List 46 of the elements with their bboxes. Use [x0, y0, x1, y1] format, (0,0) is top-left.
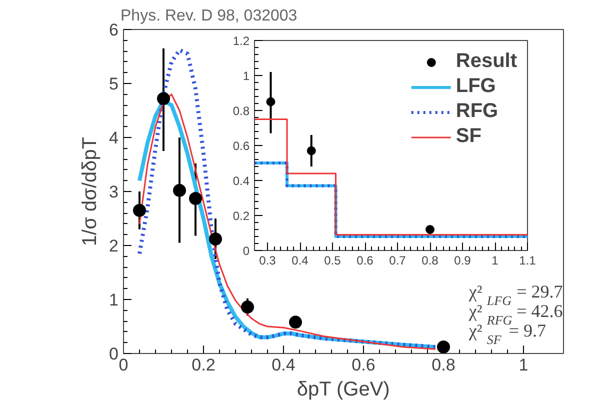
x-tick-label: 1: [492, 254, 499, 268]
point: [173, 184, 186, 197]
y-tick-label: 0.8: [232, 104, 250, 118]
y-axis-title: 1/σ dσ/dδpT: [79, 136, 102, 246]
y-tick-label: 0.4: [232, 174, 250, 188]
point: [209, 232, 222, 246]
x-tick-label: 0.3: [259, 254, 276, 268]
point: [437, 340, 450, 354]
legend-label: RFG: [456, 100, 498, 123]
y-tick-label: 6: [109, 20, 119, 40]
y-tick-label: 1.2: [232, 34, 250, 48]
legend-label: LFG: [456, 75, 496, 98]
y-tick-label: 4: [109, 128, 119, 148]
x-axis-title: δpT (GeV): [296, 378, 390, 400]
x-tick-label: 0.8: [432, 356, 456, 374]
x-tick-label: 0.5: [324, 254, 342, 268]
x-tick-label: 0.4: [292, 254, 309, 268]
point: [189, 192, 202, 206]
point: [241, 300, 254, 314]
x-tick-label: 0.9: [454, 254, 472, 268]
y-tick-label: 0.2: [232, 209, 250, 223]
y-tick-label: 0.6: [232, 139, 250, 153]
point: [306, 146, 316, 156]
line-series: [138, 48, 438, 350]
point: [426, 225, 434, 234]
x-tick-label: 0.6: [356, 254, 374, 268]
point: [157, 92, 170, 106]
y-tick-label: 2: [109, 236, 119, 256]
chart-title: Phys. Rev. D 98, 032003: [120, 8, 298, 24]
y-tick-label: 0: [242, 244, 250, 258]
point: [133, 204, 146, 217]
y-tick-label: 5: [109, 74, 119, 94]
x-tick-label: 0.2: [192, 356, 216, 374]
y-tick-label: 1: [109, 290, 119, 310]
y-tick-label: 3: [109, 182, 119, 202]
x-tick-label: 0.6: [352, 356, 376, 374]
x-tick-label: 0.7: [389, 254, 406, 268]
x-tick-label: 0.8: [422, 254, 439, 268]
legend-label: SF: [456, 125, 482, 148]
legend-label: Result: [456, 50, 517, 73]
x-tick-label: 0.4: [272, 356, 296, 374]
x-tick-label: 1.1: [519, 254, 536, 268]
x-tick-label: 1: [518, 356, 528, 374]
point: [289, 316, 302, 329]
point: [266, 97, 276, 106]
y-tick-label: 1: [242, 69, 250, 83]
